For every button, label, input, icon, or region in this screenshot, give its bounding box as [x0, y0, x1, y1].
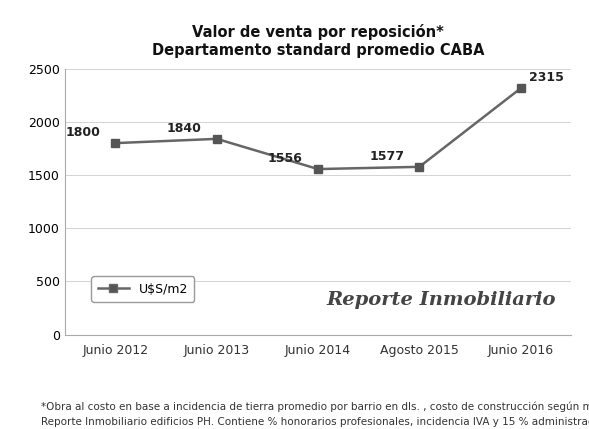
Text: Reporte Inmobiliario edificios PH. Contiene % honorarios profesionales, incidenc: Reporte Inmobiliario edificios PH. Conti…	[41, 416, 589, 426]
Text: 1840: 1840	[167, 122, 201, 135]
Text: Reporte Inmobiliario: Reporte Inmobiliario	[327, 291, 556, 309]
Text: *Obra al costo en base a incidencia de tierra promedio por barrio en dls. , cost: *Obra al costo en base a incidencia de t…	[41, 401, 589, 411]
Text: 1556: 1556	[268, 152, 303, 165]
Text: 1577: 1577	[369, 150, 404, 163]
Legend: U$S/m2: U$S/m2	[91, 276, 194, 302]
Text: 1800: 1800	[65, 126, 100, 139]
Title: Valor de venta por reposición*
Departamento standard promedio CABA: Valor de venta por reposición* Departame…	[152, 24, 484, 58]
Text: 2315: 2315	[529, 71, 564, 84]
